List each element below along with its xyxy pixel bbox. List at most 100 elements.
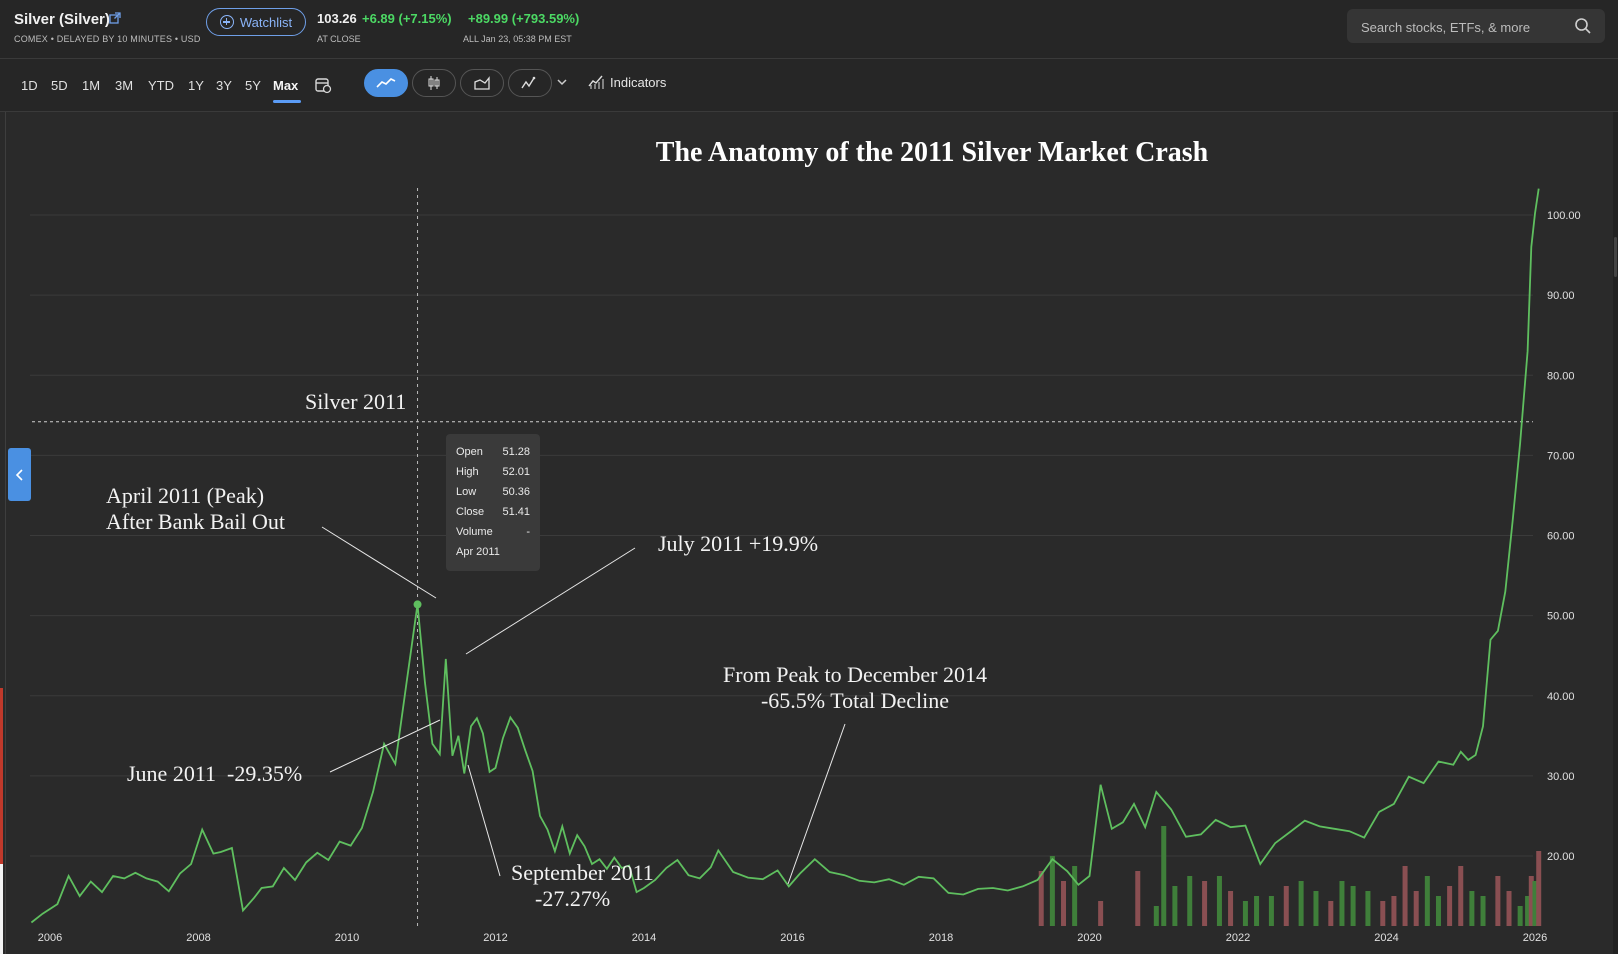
ohlc-tooltip: Open 51.28 High 52.01 Low 50.36 Close 51… — [446, 434, 540, 571]
price-line-series — [30, 188, 1540, 924]
x-tick-label: 2012 — [483, 932, 507, 944]
watchlist-button[interactable]: Watchlist — [206, 8, 306, 36]
tooltip-high-value: 52.01 — [502, 466, 530, 478]
volume-bar — [1350, 886, 1356, 926]
search-icon[interactable] — [1574, 17, 1592, 35]
chevron-down-icon[interactable] — [556, 76, 568, 88]
annotation-silver-2011: Silver 2011 — [305, 389, 406, 414]
candlestick-icon — [428, 76, 440, 90]
volume-bar — [1413, 891, 1419, 926]
volume-bar — [1532, 881, 1538, 926]
chart-title: The Anatomy of the 2011 Silver Market Cr… — [656, 137, 1209, 168]
range-3m[interactable]: 3M — [115, 78, 134, 93]
x-tick-label: 2020 — [1077, 932, 1101, 944]
volume-bar — [1525, 896, 1531, 926]
volume-bar — [1528, 876, 1534, 926]
x-tick-label: 2018 — [929, 932, 953, 944]
volume-bar — [1339, 881, 1345, 926]
y-tick-label: 90.00 — [1547, 290, 1575, 302]
volume-bar — [1061, 881, 1067, 926]
calendar-settings-icon[interactable] — [314, 76, 332, 94]
volume-bar — [1495, 876, 1501, 926]
volume-bar — [1506, 891, 1512, 926]
range-5y[interactable]: 5Y — [245, 78, 261, 93]
search-input[interactable] — [1359, 16, 1563, 38]
side-panel-toggle[interactable] — [8, 448, 31, 501]
x-tick-label: 2014 — [632, 932, 656, 944]
volume-bar — [1480, 896, 1486, 926]
candlestick-button[interactable] — [412, 69, 456, 97]
y-tick-label: 60.00 — [1547, 531, 1575, 543]
top-bar: Silver (Silver) COMEX • DELAYED BY 10 MI… — [0, 0, 1618, 59]
pointer-peak — [321, 526, 437, 599]
y-tick-label: 70.00 — [1547, 450, 1575, 462]
indicators-icon — [588, 75, 604, 89]
x-tick-label: 2006 — [38, 932, 62, 944]
range-max[interactable]: Max — [273, 78, 299, 93]
left-edge-strip-white — [0, 864, 3, 954]
pointer-december-2014 — [787, 723, 846, 885]
tooltip-low-label: Low — [456, 486, 477, 498]
volume-bar — [1038, 871, 1044, 926]
ticker-name: Silver (Silver) — [14, 11, 110, 28]
volume-bar — [1424, 876, 1430, 926]
volume-bar — [1402, 866, 1408, 926]
all-time-change: +89.99 (+793.59%) — [468, 11, 580, 26]
exchange-info: COMEX • DELAYED BY 10 MINUTES • USD — [14, 34, 201, 44]
volume-bar — [1298, 881, 1304, 926]
external-link-icon[interactable] — [109, 12, 121, 24]
area-chart-icon — [474, 76, 490, 90]
volume-bar — [1242, 901, 1248, 926]
area-chart-button[interactable] — [460, 69, 504, 97]
range-1d[interactable]: 1D — [21, 78, 38, 93]
drawing-tools-button[interactable] — [508, 69, 552, 97]
tooltip-open-label: Open — [456, 446, 483, 458]
x-tick-label: 2008 — [186, 932, 210, 944]
volume-bar — [1072, 866, 1078, 926]
volume-bar — [1447, 886, 1453, 926]
hover-point — [413, 600, 422, 609]
volume-bar — [1135, 871, 1141, 926]
tooltip-volume-label: Volume — [456, 526, 493, 538]
indicators-button[interactable]: Indicators — [588, 74, 666, 90]
tooltip-close-label: Close — [456, 506, 485, 518]
scrollbar-thumb[interactable] — [1614, 237, 1617, 277]
y-tick-label: 80.00 — [1547, 370, 1575, 382]
pointer-june — [329, 719, 441, 773]
annotation-peak-to-dec-2014: From Peak to December 2014 — [723, 662, 987, 687]
annotation-june-2011: June 2011 -29.35% — [127, 761, 302, 786]
line-chart-icon — [376, 78, 396, 88]
line-chart-button[interactable] — [364, 69, 408, 97]
left-edge-strip-red — [0, 688, 3, 864]
y-tick-label: 100.00 — [1547, 210, 1581, 222]
volume-bar — [1458, 866, 1464, 926]
drawing-tools-icon — [521, 76, 536, 89]
volume-bar — [1187, 876, 1193, 926]
volume-bar — [1380, 901, 1386, 926]
range-1y[interactable]: 1Y — [188, 78, 204, 93]
search-box[interactable] — [1347, 9, 1605, 43]
volume-bar — [1268, 896, 1274, 926]
volume-bar — [1202, 881, 1208, 926]
y-tick-label: 30.00 — [1547, 771, 1575, 783]
annotation-bank-bailout: After Bank Bail Out — [106, 509, 285, 534]
tooltip-date: Apr 2011 — [456, 546, 500, 558]
volume-bar — [1098, 901, 1104, 926]
annotation-total-decline: -65.5% Total Decline — [761, 688, 949, 713]
day-change: +6.89 (+7.15%) — [362, 11, 452, 26]
range-ytd[interactable]: YTD — [148, 78, 174, 93]
annotation-september-2011: September 2011 — [511, 860, 654, 885]
scrollbar[interactable] — [1613, 112, 1618, 954]
range-5d[interactable]: 5D — [51, 78, 68, 93]
tooltip-close-value: 51.41 — [502, 506, 530, 518]
plus-circle-icon — [219, 15, 234, 29]
range-3y[interactable]: 3Y — [216, 78, 232, 93]
volume-bar — [1365, 891, 1371, 926]
volume-bar — [1313, 891, 1319, 926]
chart-toolbar: 1D 5D 1M 3M YTD 1Y 3Y 5Y Max Indicators — [0, 59, 1618, 112]
range-1m[interactable]: 1M — [82, 78, 101, 93]
tooltip-volume-value: - — [526, 526, 530, 538]
pointer-september — [467, 764, 501, 877]
x-tick-label: 2024 — [1374, 932, 1398, 944]
